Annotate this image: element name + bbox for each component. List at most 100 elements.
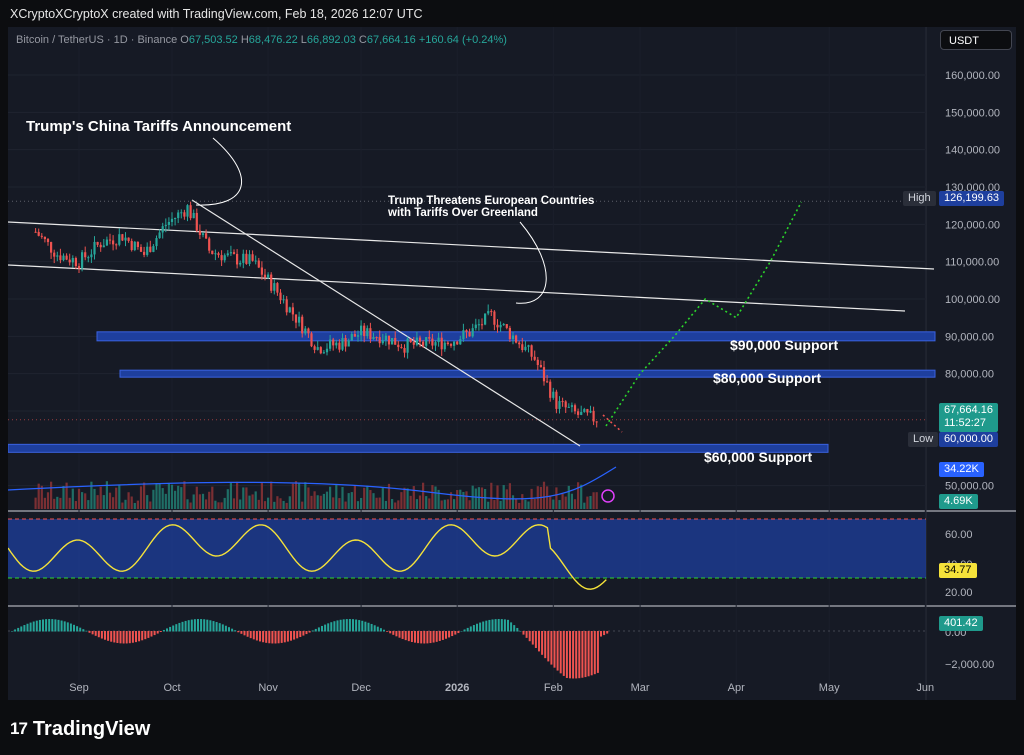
candle-body	[77, 266, 81, 269]
candle-body	[239, 262, 242, 265]
volume-bar	[515, 499, 518, 509]
arrow-china-tariffs	[195, 137, 243, 206]
volume-bar	[418, 495, 422, 509]
macd-bar	[556, 631, 559, 671]
macd-bar	[11, 631, 13, 632]
macd-bar	[166, 628, 168, 632]
volume-bar	[462, 491, 465, 509]
candle-body	[415, 337, 418, 345]
candle-body	[437, 337, 440, 343]
macd-bar	[590, 631, 593, 676]
volume-ma-line	[8, 466, 617, 500]
candle-body	[403, 348, 406, 353]
candle-body	[43, 236, 46, 240]
candle-body	[459, 339, 462, 345]
candle-body	[183, 212, 186, 217]
macd-bar	[562, 631, 565, 676]
volume-bar	[260, 482, 263, 509]
candle-body	[68, 259, 71, 263]
macd-bar	[116, 631, 119, 643]
candle-body	[536, 359, 539, 365]
macd-bar	[519, 630, 522, 632]
candle-body	[325, 348, 329, 353]
tradingview-wordmark: TradingView	[32, 717, 151, 740]
macd-bar	[218, 623, 221, 632]
macd-bar	[302, 631, 305, 636]
volume-bar	[372, 493, 375, 509]
candle-body	[84, 252, 87, 258]
macd-bar	[414, 631, 416, 643]
volume-bar	[459, 489, 462, 509]
candle-body	[195, 212, 198, 231]
volume-bar	[133, 502, 136, 509]
volume-bar	[298, 482, 301, 509]
volume-bar	[322, 493, 325, 509]
volume-bar	[53, 498, 56, 509]
candle-body	[394, 338, 397, 345]
volume-bar	[546, 486, 549, 509]
volume-bar	[112, 497, 115, 509]
volume-bar	[456, 490, 459, 509]
candle-body	[490, 311, 493, 313]
macd-bar	[286, 631, 289, 642]
macd-bar	[57, 619, 60, 632]
volume-bar	[524, 499, 527, 509]
macd-bar	[255, 631, 258, 641]
candle-body	[205, 233, 208, 239]
time-tick-label: Dec	[351, 682, 371, 694]
macd-bar	[491, 619, 494, 632]
macd-bar	[361, 620, 364, 632]
volume-bar	[177, 485, 180, 509]
volume-bar	[518, 502, 521, 509]
currency-button[interactable]: USDT	[940, 30, 1012, 50]
volume-bar	[428, 498, 431, 509]
macd-bar	[547, 631, 550, 662]
high-tag-label: High	[903, 191, 936, 206]
candle-body	[341, 338, 344, 350]
candle-body	[254, 260, 257, 262]
macd-bar	[76, 626, 79, 632]
volume-bar	[577, 482, 580, 509]
candle-body	[595, 421, 598, 423]
annotation-china-tariffs: Trump's China Tariffs Announcement	[26, 118, 292, 135]
macd-bar	[333, 621, 336, 632]
candle-body	[335, 342, 338, 346]
candle-body	[573, 405, 577, 412]
macd-bar	[224, 625, 227, 632]
candle-body	[508, 327, 511, 340]
macd-bar	[448, 631, 451, 638]
candle-body	[440, 337, 443, 350]
candle-body	[242, 253, 245, 263]
macd-bar	[231, 628, 234, 632]
macd-bar	[457, 631, 460, 634]
macd-bar	[200, 619, 203, 632]
rsi-band	[8, 519, 926, 578]
volume-bar	[496, 485, 499, 509]
candle-body	[474, 324, 477, 329]
candle-body	[511, 335, 515, 340]
volume-bar	[580, 484, 583, 509]
volume-bar	[291, 483, 294, 509]
macd-bar	[178, 622, 181, 632]
chart-svg[interactable]: 160,000.00150,000.00140,000.00130,000.00…	[8, 27, 1016, 700]
volume-bar	[329, 486, 332, 509]
price-tick-label: 90,000.00	[945, 331, 994, 343]
volume-bar	[37, 483, 40, 509]
volume-bar	[558, 500, 561, 509]
volume-bar	[180, 487, 183, 509]
volume-bar	[294, 481, 298, 509]
volume-bar	[208, 491, 211, 509]
price-tick-label: 100,000.00	[945, 294, 1000, 306]
arrow-greenland	[515, 221, 547, 304]
tradingview-brand: 17 TradingView	[10, 716, 150, 742]
candle-body	[505, 324, 508, 328]
volume-bar	[195, 486, 198, 509]
volume-bar	[127, 492, 130, 509]
plot-area[interactable]: 160,000.00 150,000.00 140,000.00 130,000.00…	[8, 27, 1016, 700]
macd-bar	[314, 628, 317, 632]
macd-tag: 401.42	[939, 616, 983, 631]
candle-body	[115, 244, 118, 246]
volume-bar	[239, 499, 242, 509]
macd-bar	[135, 631, 137, 643]
macd-bar	[534, 631, 537, 648]
